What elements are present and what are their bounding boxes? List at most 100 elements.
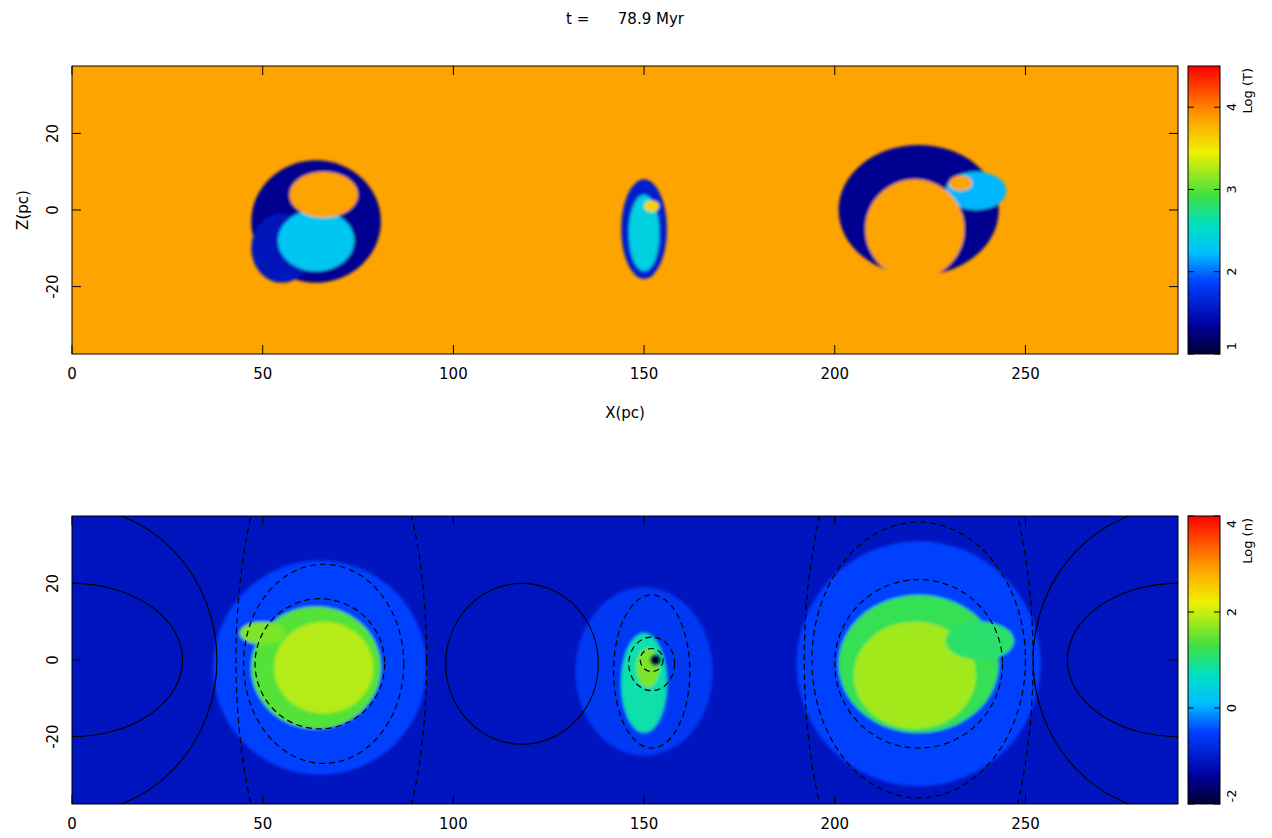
y-tick [1169, 583, 1178, 584]
clump [251, 160, 381, 283]
colorbar-tick [1188, 612, 1194, 613]
x-tick-label: 100 [439, 365, 468, 383]
y-tick [72, 210, 81, 211]
x-tick [262, 795, 263, 804]
colorbar-tick-label: 4 [1224, 103, 1239, 111]
figure: t = 78.9 Myr050100150200250-20020X(pc)Z(… [0, 0, 1272, 838]
x-axis-title: X(pc) [605, 404, 645, 422]
x-tick [262, 516, 263, 525]
y-tick [72, 286, 81, 287]
clump [949, 176, 972, 191]
colorbar-tick [1188, 516, 1194, 517]
clump [278, 210, 354, 271]
colorbar-tick [1188, 107, 1194, 108]
clump [274, 622, 373, 714]
x-tick [644, 795, 645, 804]
colorbar-tick-label: 2 [1224, 608, 1239, 616]
clump [644, 200, 659, 211]
x-tick [453, 66, 454, 75]
x-tick [1025, 516, 1026, 525]
contour [1033, 516, 1178, 804]
clump [621, 633, 667, 733]
colorbar [1188, 66, 1220, 354]
colorbar-label: Log (n) [1240, 518, 1255, 564]
colorbar-tick [1188, 804, 1194, 805]
colorbar-tick [1214, 271, 1220, 272]
y-axis-title: Z(pc) [14, 190, 32, 230]
y-tick [72, 660, 81, 661]
colorbar-tick-label: 3 [1224, 185, 1239, 193]
y-tick-label: 20 [44, 124, 62, 143]
y-tick-label: 20 [44, 574, 62, 593]
y-tick [1169, 660, 1178, 661]
background [72, 66, 1178, 354]
x-tick [644, 345, 645, 354]
colorbar-tick-label: -2 [1224, 790, 1239, 803]
x-tick [1025, 345, 1026, 354]
x-tick [453, 516, 454, 525]
colorbar-tick [1188, 708, 1194, 709]
x-tick-label: 200 [820, 815, 849, 833]
contour [629, 637, 675, 691]
y-tick [72, 583, 81, 584]
clump [575, 587, 712, 756]
x-tick [72, 345, 73, 354]
colorbar-tick [1214, 107, 1220, 108]
x-tick [834, 345, 835, 354]
colorbar-tick [1214, 612, 1220, 613]
x-tick-label: 100 [439, 815, 468, 833]
contour [804, 516, 1033, 804]
contour [812, 522, 1026, 798]
y-tick [72, 736, 81, 737]
x-tick [834, 66, 835, 75]
x-tick [72, 66, 73, 75]
y-tick-label: 0 [44, 205, 62, 215]
x-tick-label: 150 [630, 815, 659, 833]
colorbar-tick [1214, 354, 1220, 355]
colorbar-tick-label: 1 [1224, 342, 1239, 350]
x-tick-label: 200 [820, 365, 849, 383]
colorbar-tick [1188, 354, 1194, 355]
clump [213, 560, 427, 774]
clump [629, 195, 660, 272]
colorbar-tick-label: 2 [1224, 268, 1239, 276]
colorbar-tick [1188, 271, 1194, 272]
x-tick-label: 50 [253, 365, 272, 383]
contour [446, 583, 599, 744]
clumps [213, 541, 1041, 786]
clumps [251, 145, 1006, 283]
clump [650, 654, 661, 665]
background [72, 516, 1178, 804]
colorbar-tick [1214, 708, 1220, 709]
colorbar-tick-label: 4 [1224, 520, 1239, 528]
x-tick [834, 516, 835, 525]
colorbar [1188, 516, 1220, 804]
colorbar-tick [1214, 516, 1220, 517]
y-tick [72, 133, 81, 134]
contour [236, 516, 427, 804]
contour [835, 580, 1003, 749]
colorbar-tick [1188, 189, 1194, 190]
contour [72, 516, 217, 804]
frame [72, 516, 1178, 804]
y-tick-label: -20 [44, 724, 62, 749]
contour [244, 564, 404, 763]
x-tick [453, 345, 454, 354]
title: t = 78.9 Myr [566, 10, 685, 28]
clump [945, 622, 1014, 660]
y-tick [1169, 736, 1178, 737]
x-tick [644, 516, 645, 525]
x-tick-label: 50 [253, 815, 272, 833]
colorbar-tick [1214, 804, 1220, 805]
x-tick-label: 150 [630, 365, 659, 383]
clump [865, 179, 964, 279]
x-tick-label: 250 [1011, 815, 1040, 833]
clump [636, 649, 659, 687]
frame [72, 66, 1178, 354]
x-tick [262, 66, 263, 75]
colorbar-tick-label: 0 [1224, 704, 1239, 712]
x-tick [1025, 66, 1026, 75]
x-tick-label: 250 [1011, 365, 1040, 383]
clump [289, 172, 358, 218]
plot-area [72, 516, 1178, 804]
